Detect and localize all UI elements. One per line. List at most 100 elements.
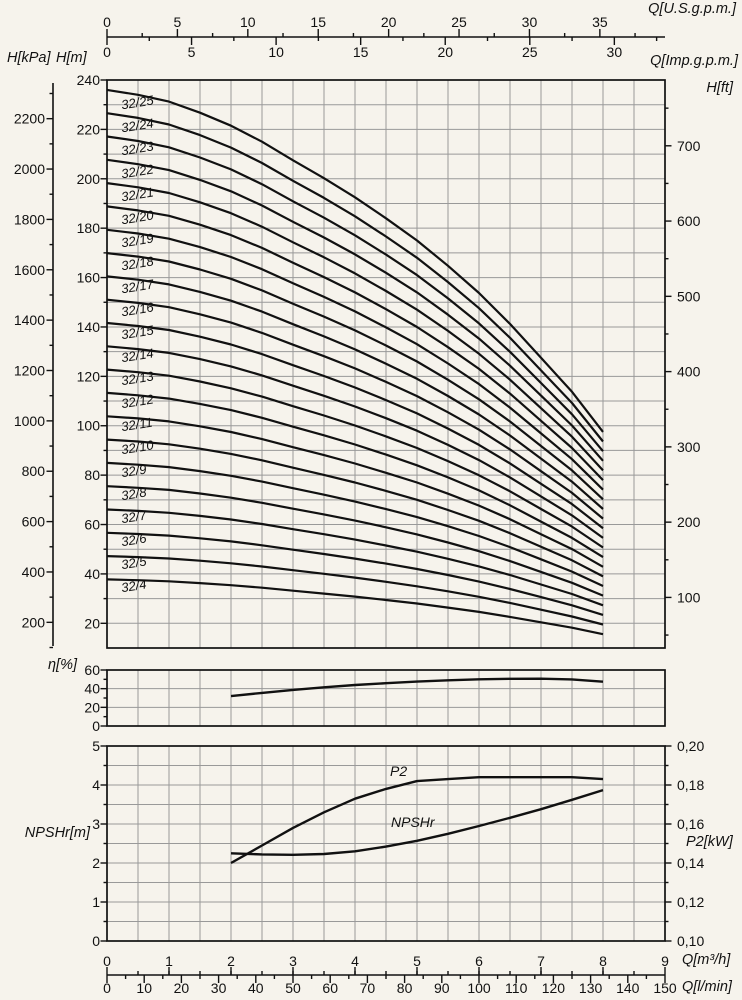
tick-label: 5 <box>413 953 421 969</box>
axis-label-h-kpa: H[kPa] <box>7 50 51 66</box>
tick-label: 32/11 <box>120 414 154 434</box>
head-curve-32-19 <box>106 228 604 491</box>
tick-label: 5 <box>174 14 182 30</box>
tick-label: 0 <box>103 14 111 30</box>
tick-label: 500 <box>677 288 701 304</box>
tick-label: 20 <box>437 44 453 60</box>
tick-label: 2 <box>227 953 235 969</box>
tick-label: NPSHr <box>391 814 436 830</box>
head-curve-32-15 <box>106 321 604 530</box>
tick-label: 32/8 <box>120 484 148 503</box>
tick-label: 32/6 <box>120 530 148 549</box>
axis-label-q-impgpm: Q[Imp.g.p.m.] <box>650 53 738 69</box>
tick-label: 70 <box>360 980 376 996</box>
head-curve-32-25 <box>106 88 604 433</box>
tick-label: 20 <box>381 14 397 30</box>
head-curve-32-18 <box>106 252 604 501</box>
tick-label: 80 <box>84 467 100 483</box>
head-curve-32-17 <box>106 275 604 510</box>
tick-label: 0,10 <box>677 933 704 949</box>
tick-label: 32/19 <box>120 230 154 250</box>
tick-label: 3 <box>289 953 297 969</box>
tick-label: P2 <box>390 763 407 779</box>
head-curve-32-14 <box>106 345 604 539</box>
head-curves <box>106 88 604 636</box>
tick-label: 2000 <box>14 161 45 177</box>
axis-label-q-usgpm: Q[U.S.g.p.m.] <box>648 1 736 17</box>
tick-label: 600 <box>22 514 46 530</box>
head-curve-32-16 <box>106 298 604 520</box>
head-curve-32-7 <box>106 508 604 607</box>
tick-label: 5 <box>188 44 196 60</box>
tick-label: 6 <box>475 953 483 969</box>
head-curve-32-23 <box>106 135 604 452</box>
tick-labels: 2040608010012014016018020022024020040060… <box>14 14 705 996</box>
tick-label: 32/24 <box>120 115 154 135</box>
tick-label: 80 <box>397 980 413 996</box>
tick-label: 2 <box>92 855 100 871</box>
tick-label: 4 <box>351 953 359 969</box>
tick-marks <box>46 29 672 983</box>
head-curve-32-5 <box>106 555 604 626</box>
tick-label: 2200 <box>14 111 45 127</box>
axis-label-h-ft: H[ft] <box>706 80 733 96</box>
tick-label: 200 <box>677 514 701 530</box>
tick-label: 30 <box>211 980 227 996</box>
tick-label: 32/10 <box>120 437 155 457</box>
tick-label: 32/7 <box>120 507 148 526</box>
tick-label: 30 <box>522 14 538 30</box>
tick-label: 8 <box>599 953 607 969</box>
tick-label: 90 <box>434 980 450 996</box>
head-curve-32-21 <box>106 182 604 472</box>
tick-label: 50 <box>285 980 301 996</box>
tick-label: 400 <box>677 364 701 380</box>
tick-label: 200 <box>77 171 101 187</box>
tick-label: 32/23 <box>120 138 155 158</box>
tick-label: 40 <box>248 980 264 996</box>
tick-label: 700 <box>677 138 701 154</box>
tick-label: 32/12 <box>120 391 155 411</box>
tick-label: 20 <box>174 980 190 996</box>
tick-label: 0 <box>103 44 111 60</box>
tick-label: 220 <box>77 121 101 137</box>
head-curve-32-4 <box>106 578 604 636</box>
head-curve-32-8 <box>106 485 604 597</box>
tick-label: 140 <box>616 980 640 996</box>
p2-curve <box>230 776 604 865</box>
tick-label: 7 <box>537 953 545 969</box>
tick-label: 32/25 <box>120 92 155 112</box>
head-curve-32-10 <box>106 438 604 578</box>
tick-label: 0,16 <box>677 816 704 832</box>
tick-label: 0 <box>103 980 111 996</box>
head-curve-32-22 <box>106 158 604 462</box>
tick-label: 35 <box>592 14 608 30</box>
tick-label: 32/4 <box>120 576 147 595</box>
tick-label: 32/16 <box>120 299 155 319</box>
tick-label: 140 <box>77 319 101 335</box>
tick-label: 30 <box>607 44 623 60</box>
head-curve-32-6 <box>106 531 604 616</box>
tick-label: 0 <box>92 718 100 734</box>
tick-label: 60 <box>84 662 100 678</box>
tick-label: 0,12 <box>677 894 704 910</box>
tick-label: 32/14 <box>120 345 154 365</box>
head-curve-32-9 <box>106 461 604 587</box>
tick-label: 100 <box>677 589 701 605</box>
tick-label: 0,18 <box>677 777 704 793</box>
head-curve-32-11 <box>106 415 604 568</box>
tick-label: 32/21 <box>120 184 154 204</box>
tick-label: 200 <box>22 614 46 630</box>
head-curve-labels: 32/25 32/24 32/23 32/22 32/21 32/20 32/19 32/18… <box>120 92 155 595</box>
tick-label: 1200 <box>14 363 45 379</box>
axis-label-npshr: NPSHr[m] <box>24 825 90 841</box>
tick-label: 0,14 <box>677 855 704 871</box>
axis-label-q-lmin: Q[l/min] <box>682 979 732 995</box>
tick-label: 100 <box>467 980 491 996</box>
tick-label: 400 <box>22 564 46 580</box>
tick-label: 4 <box>92 777 100 793</box>
efficiency-curve <box>230 677 604 698</box>
tick-label: 15 <box>353 44 369 60</box>
head-curve-32-24 <box>106 112 604 443</box>
